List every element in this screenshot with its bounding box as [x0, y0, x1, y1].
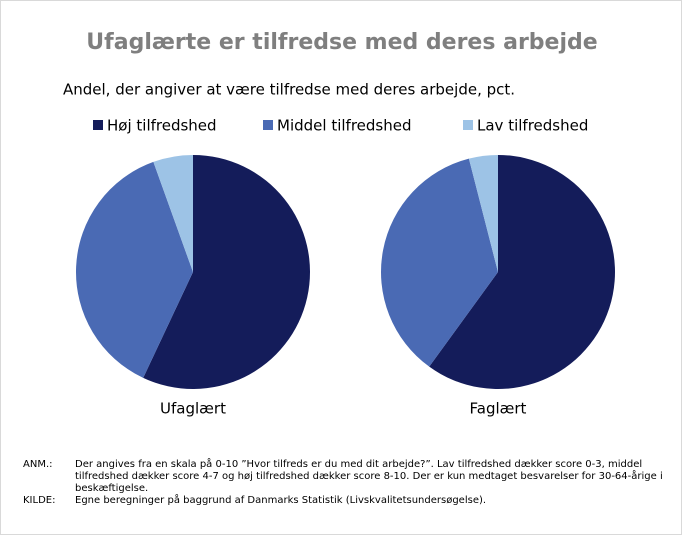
pie-slice: [143, 155, 310, 389]
pie-slice: [429, 155, 615, 389]
legend-label: Høj tilfredshed: [107, 117, 217, 135]
legend-label: Lav tilfredshed: [477, 117, 588, 135]
pie-slice: [153, 155, 193, 272]
pie-slice: [75, 161, 193, 378]
subtitle: Andel, der angiver at være tilfredse med…: [63, 81, 515, 99]
chart: Ufaglærte er tilfredse med deres arbejde…: [63, 30, 615, 418]
note-row: KILDE: Egne beregninger på baggrund af Da…: [23, 495, 673, 507]
notes: ANM.: Der angives fra en skala på 0-10 ”H…: [23, 459, 673, 507]
pie-slice: [468, 155, 498, 272]
legend-label: Middel tilfredshed: [277, 117, 411, 135]
note-label: ANM.:: [23, 459, 53, 470]
note-text: Egne beregninger på baggrund af Danmarks…: [75, 495, 487, 506]
note-row: ANM.: Der angives fra en skala på 0-10 ”H…: [23, 459, 673, 495]
chart-title: Ufaglærte er tilfredse med deres arbejde: [86, 30, 597, 55]
pie-label: Ufaglært: [160, 400, 226, 418]
legend-swatch: [263, 120, 273, 130]
pie-slice: [381, 158, 498, 367]
note-label: KILDE:: [23, 495, 56, 506]
legend-swatch: [93, 120, 103, 130]
note-text: Der angives fra en skala på 0-10 ”Hvor t…: [75, 459, 663, 494]
pie-label: Faglært: [470, 400, 527, 418]
legend-swatch: [463, 120, 473, 130]
